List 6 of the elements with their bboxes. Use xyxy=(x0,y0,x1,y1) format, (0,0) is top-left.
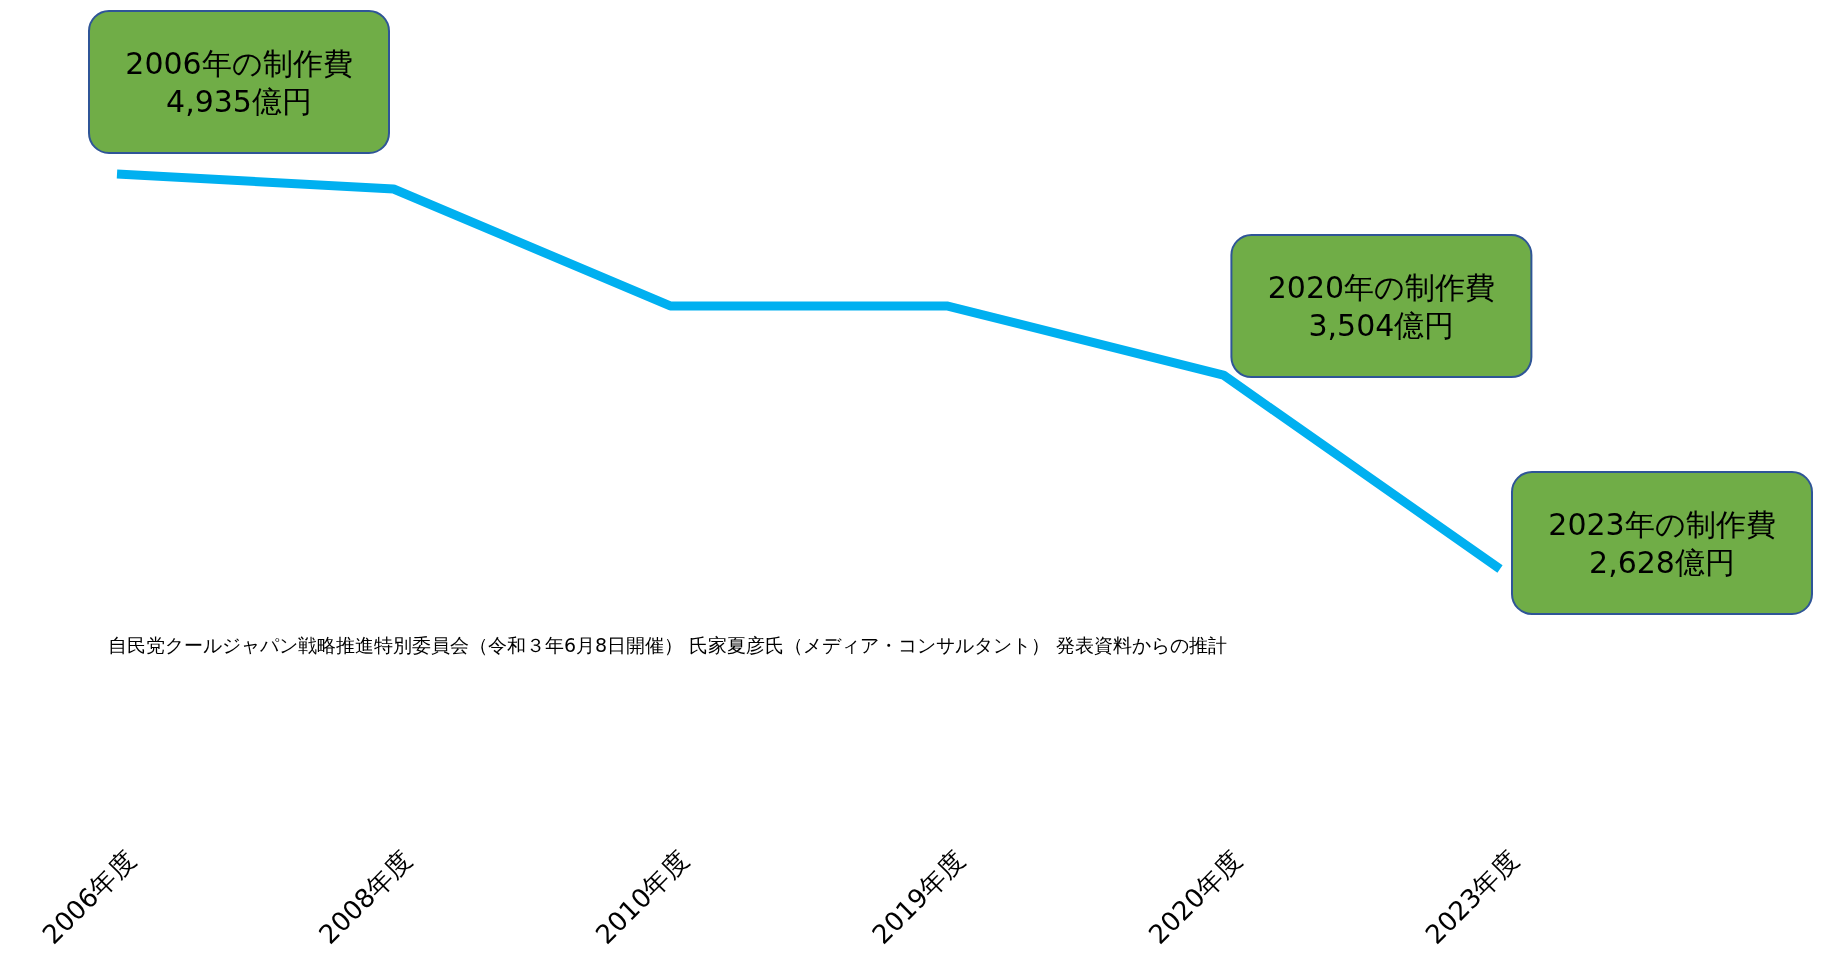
annotation: 2023年の制作費 2,628億円 xyxy=(1548,507,1776,580)
annotation: 2020年の制作費 3,504億円 xyxy=(1267,270,1496,344)
annotation: 2006年の制作費 4,935億円 xyxy=(88,10,390,154)
annotation: 2023年の制作費 2,628億円 xyxy=(1511,471,1813,615)
text: 自民党クールジャパン戦略推進特別委員会（令和３年6月8日開催） 氏家夏彦氏（メディア・コンサルタント） 発表資料からの推計 xyxy=(108,634,1228,656)
annotation: 2020年の制作費 3,504億円 xyxy=(1230,234,1533,379)
